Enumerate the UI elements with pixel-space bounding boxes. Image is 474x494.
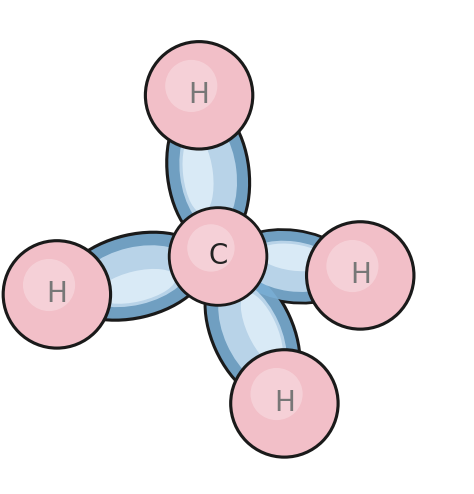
Circle shape xyxy=(168,206,268,307)
Ellipse shape xyxy=(241,292,283,365)
Circle shape xyxy=(229,348,340,459)
Ellipse shape xyxy=(79,245,190,307)
Text: H: H xyxy=(189,82,210,109)
Ellipse shape xyxy=(227,228,357,304)
Ellipse shape xyxy=(168,102,248,244)
Circle shape xyxy=(171,209,265,304)
Circle shape xyxy=(308,223,412,328)
Ellipse shape xyxy=(98,269,176,304)
Circle shape xyxy=(250,368,302,420)
Ellipse shape xyxy=(259,244,328,271)
Ellipse shape xyxy=(243,241,341,292)
Ellipse shape xyxy=(229,231,355,302)
Circle shape xyxy=(5,242,109,346)
Ellipse shape xyxy=(63,234,206,319)
Text: H: H xyxy=(350,261,371,289)
Ellipse shape xyxy=(182,135,214,213)
Circle shape xyxy=(165,60,217,112)
Text: H: H xyxy=(274,389,295,417)
Ellipse shape xyxy=(219,281,287,385)
Ellipse shape xyxy=(204,263,301,402)
Ellipse shape xyxy=(165,99,251,247)
Circle shape xyxy=(23,259,75,311)
Circle shape xyxy=(187,224,235,272)
Circle shape xyxy=(326,240,378,292)
Ellipse shape xyxy=(179,117,237,228)
Circle shape xyxy=(144,40,255,151)
Circle shape xyxy=(232,351,337,455)
Ellipse shape xyxy=(60,231,209,322)
Circle shape xyxy=(1,239,112,350)
Text: H: H xyxy=(46,281,67,308)
Circle shape xyxy=(305,220,416,330)
Ellipse shape xyxy=(207,266,299,400)
Circle shape xyxy=(147,43,251,148)
Text: C: C xyxy=(209,243,228,271)
